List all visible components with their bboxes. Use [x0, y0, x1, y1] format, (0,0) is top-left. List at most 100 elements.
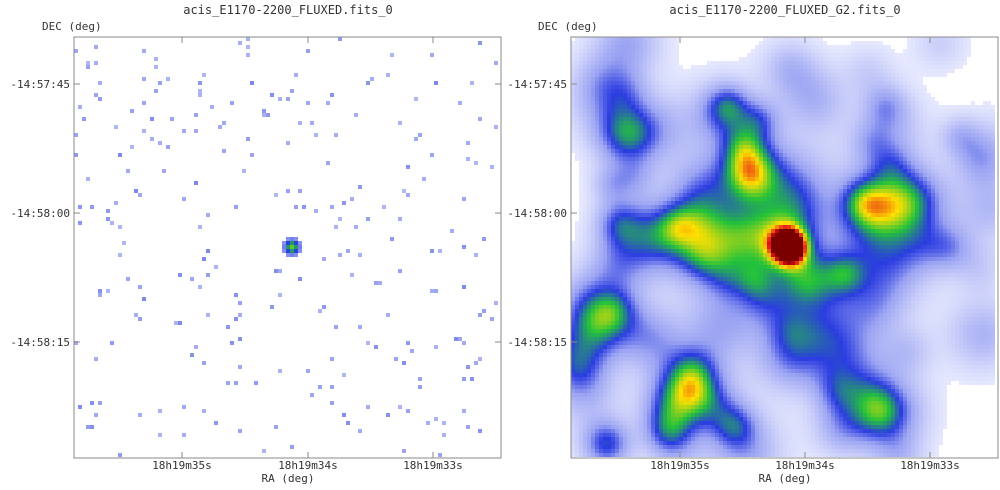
image-pixel	[735, 137, 739, 141]
image-pixel	[603, 89, 607, 93]
image-pixel	[855, 205, 859, 209]
image-pixel	[947, 193, 951, 197]
image-pixel	[639, 49, 643, 53]
image-pixel	[931, 101, 935, 105]
image-pixel	[731, 225, 735, 229]
image-pixel	[827, 197, 831, 201]
image-pixel	[595, 69, 599, 73]
image-pixel	[859, 173, 863, 177]
image-pixel	[691, 101, 695, 105]
image-pixel	[847, 121, 851, 125]
image-pixel	[619, 129, 623, 133]
image-pixel	[118, 453, 122, 457]
image-pixel	[911, 197, 915, 201]
image-pixel	[907, 73, 911, 77]
image-pixel	[875, 101, 879, 105]
image-pixel	[827, 61, 831, 65]
image-pixel	[871, 93, 875, 97]
image-pixel	[763, 117, 767, 121]
image-pixel	[595, 133, 599, 137]
image-pixel	[779, 105, 783, 109]
image-pixel	[867, 45, 871, 49]
image-pixel	[887, 185, 891, 189]
image-pixel	[895, 85, 899, 89]
image-pixel	[627, 113, 631, 117]
image-pixel	[939, 41, 943, 45]
image-pixel	[338, 217, 342, 221]
image-pixel	[855, 129, 859, 133]
image-pixel	[991, 177, 995, 181]
image-pixel	[811, 65, 815, 69]
image-pixel	[699, 85, 703, 89]
image-pixel	[671, 197, 675, 201]
image-pixel	[615, 125, 619, 129]
image-pixel	[591, 117, 595, 121]
image-pixel	[919, 89, 923, 93]
image-pixel	[667, 153, 671, 157]
image-pixel	[595, 217, 599, 221]
image-pixel	[691, 189, 695, 193]
image-pixel	[843, 81, 847, 85]
image-pixel	[635, 145, 639, 149]
image-pixel	[695, 161, 699, 165]
image-pixel	[839, 109, 843, 113]
image-pixel	[711, 225, 715, 229]
x-axis-label: RA (deg)	[262, 472, 315, 485]
image-pixel	[699, 145, 703, 149]
image-pixel	[763, 181, 767, 185]
image-pixel	[635, 129, 639, 133]
image-pixel	[687, 217, 691, 221]
image-pixel	[831, 165, 835, 169]
image-pixel	[747, 81, 751, 85]
image-pixel	[631, 205, 635, 209]
image-pixel	[899, 209, 903, 213]
image-pixel	[671, 129, 675, 133]
image-pixel	[755, 221, 759, 225]
image-pixel	[859, 177, 863, 181]
image-pixel	[751, 153, 755, 157]
image-pixel	[923, 181, 927, 185]
image-pixel	[931, 137, 935, 141]
image-pixel	[679, 101, 683, 105]
image-pixel	[967, 145, 971, 149]
image-pixel	[971, 221, 975, 225]
image-pixel	[799, 193, 803, 197]
image-pixel	[763, 121, 767, 125]
image-pixel	[619, 81, 623, 85]
image-pixel	[723, 149, 727, 153]
image-pixel	[859, 201, 863, 205]
image-pixel	[987, 113, 991, 117]
image-pixel	[959, 129, 963, 133]
image-pixel	[875, 77, 879, 81]
image-pixel	[815, 213, 819, 217]
image-pixel	[871, 89, 875, 93]
image-pixel	[775, 141, 779, 145]
image-pixel	[919, 37, 923, 41]
image-pixel	[931, 177, 935, 181]
image-pixel	[867, 61, 871, 65]
image-pixel	[603, 45, 607, 49]
image-pixel	[282, 249, 286, 253]
image-pixel	[871, 101, 875, 105]
image-pixel	[775, 217, 779, 221]
image-pixel	[903, 209, 907, 213]
image-pixel	[755, 157, 759, 161]
image-pixel	[807, 69, 811, 73]
image-pixel	[815, 149, 819, 153]
image-pixel	[959, 41, 963, 45]
image-pixel	[731, 221, 735, 225]
image-pixel	[871, 121, 875, 125]
image-pixel	[623, 161, 627, 165]
image-pixel	[975, 169, 979, 173]
image-pixel	[879, 153, 883, 157]
image-pixel	[599, 129, 603, 133]
image-pixel	[591, 185, 595, 189]
image-pixel	[611, 121, 615, 125]
image-pixel	[863, 81, 867, 85]
image-pixel	[747, 197, 751, 201]
image-pixel	[615, 197, 619, 201]
image-pixel	[931, 37, 935, 41]
image-pixel	[322, 305, 326, 309]
image-pixel	[639, 157, 643, 161]
image-pixel	[787, 53, 791, 57]
